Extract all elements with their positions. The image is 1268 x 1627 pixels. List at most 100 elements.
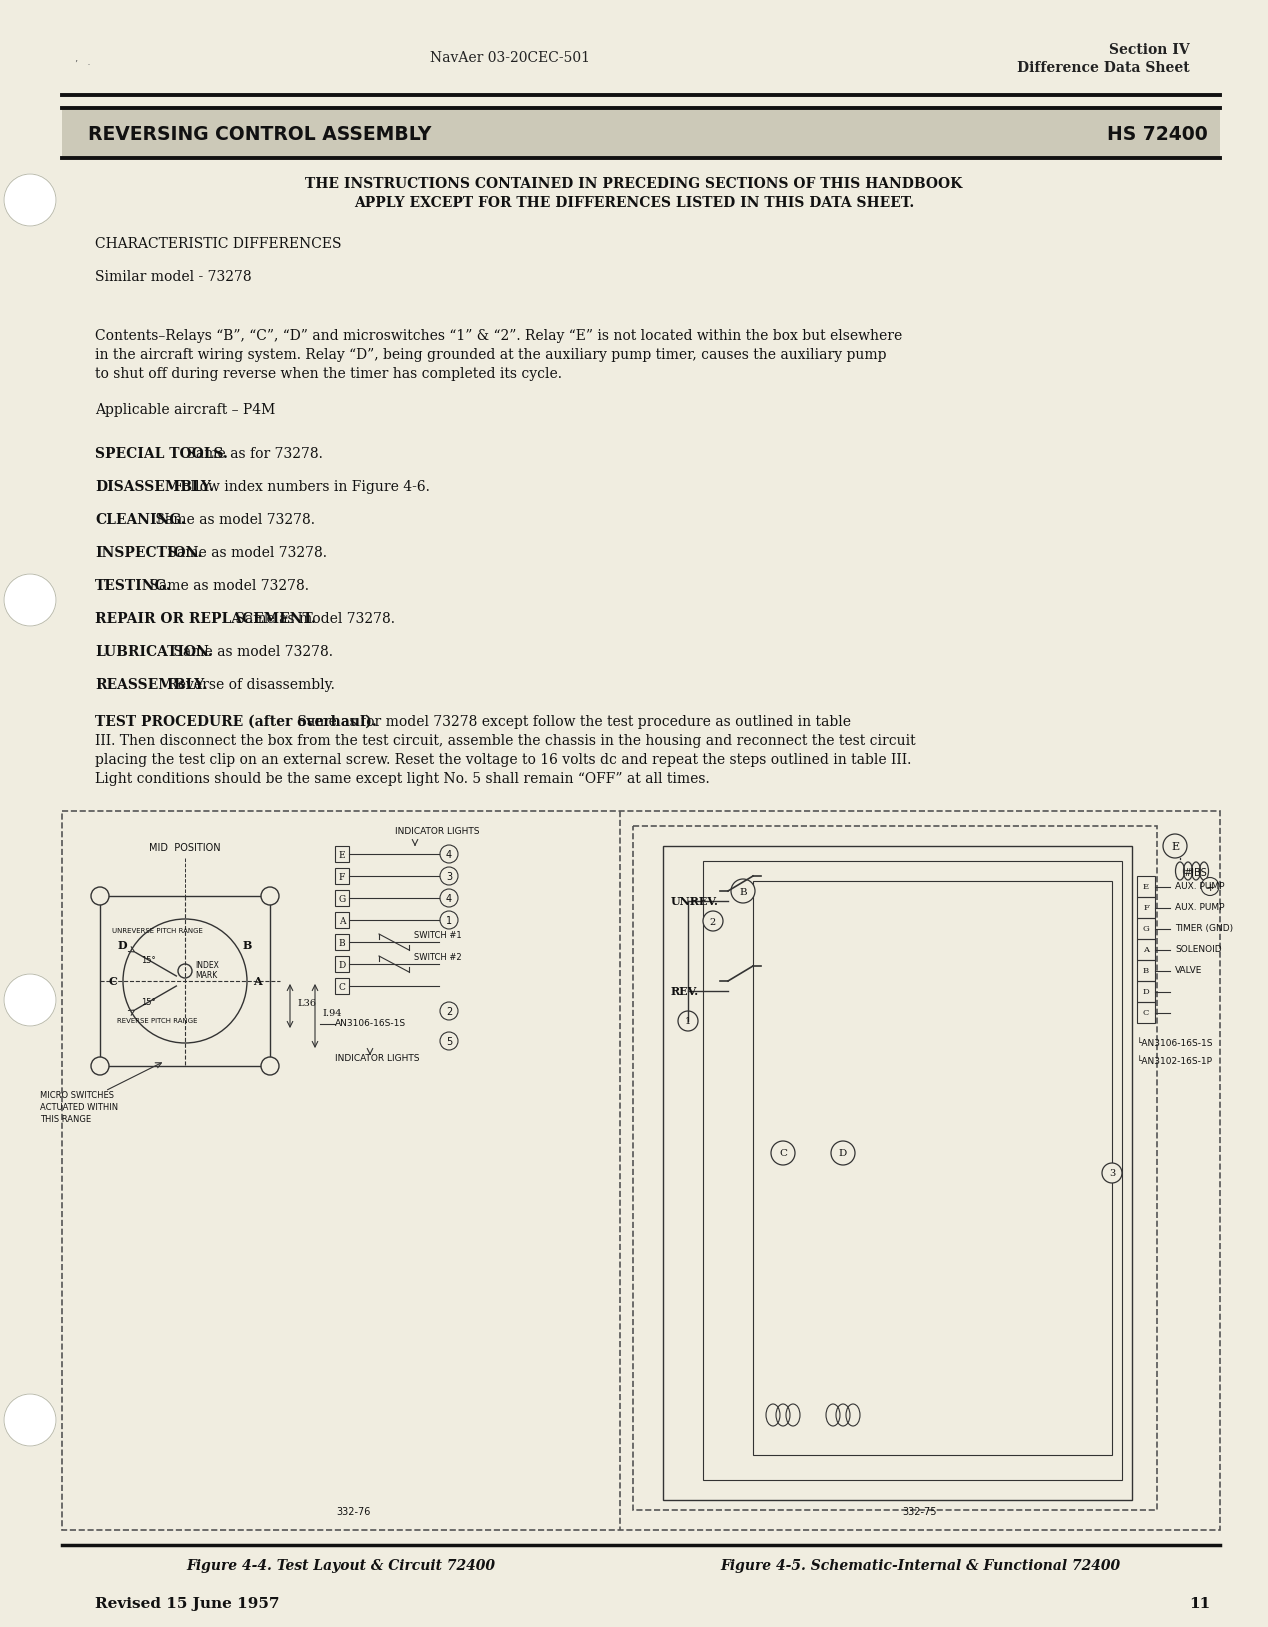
- Text: MID  POSITION: MID POSITION: [150, 843, 221, 853]
- Circle shape: [261, 887, 279, 905]
- Text: 2: 2: [446, 1007, 453, 1017]
- Text: Light conditions should be the same except light No. 5 shall remain “OFF” at all: Light conditions should be the same exce…: [95, 771, 710, 786]
- Bar: [1137, 1002, 1155, 1023]
- Text: to shut off during reverse when the timer has completed its cycle.: to shut off during reverse when the time…: [95, 368, 562, 381]
- Text: 2: 2: [710, 918, 716, 926]
- Circle shape: [4, 975, 56, 1027]
- Text: 3: 3: [1110, 1170, 1115, 1178]
- Bar: [1137, 960, 1155, 981]
- Bar: [335, 846, 349, 862]
- Text: AUX. PUMP: AUX. PUMP: [1175, 903, 1225, 913]
- Circle shape: [91, 887, 109, 905]
- Circle shape: [261, 1058, 279, 1075]
- Text: MICRO SWITCHES: MICRO SWITCHES: [41, 1092, 114, 1100]
- Text: 15°: 15°: [141, 997, 156, 1007]
- Circle shape: [440, 911, 458, 929]
- Bar: [62, 810, 1220, 1529]
- Text: E: E: [339, 851, 345, 859]
- Text: C: C: [339, 983, 345, 991]
- Bar: [335, 913, 349, 927]
- Text: APPLY EXCEPT FOR THE DIFFERENCES LISTED IN THIS DATA SHEET.: APPLY EXCEPT FOR THE DIFFERENCES LISTED …: [354, 195, 914, 210]
- Circle shape: [440, 1002, 458, 1020]
- Text: Difference Data Sheet: Difference Data Sheet: [1017, 60, 1189, 75]
- Text: 3: 3: [446, 872, 453, 882]
- Text: D: D: [339, 960, 346, 970]
- Text: Same as model 73278.: Same as model 73278.: [170, 644, 333, 659]
- Circle shape: [678, 1010, 697, 1032]
- Text: HS 72400: HS 72400: [1107, 125, 1208, 145]
- Text: A: A: [1142, 945, 1149, 953]
- Text: INSPECTION.: INSPECTION.: [95, 547, 203, 560]
- Text: TEST PROCEDURE (after overhaul).: TEST PROCEDURE (after overhaul).: [95, 714, 377, 729]
- Bar: [335, 978, 349, 994]
- Text: SOLENOID: SOLENOID: [1175, 945, 1221, 953]
- Text: UNREVERSE PITCH RANGE: UNREVERSE PITCH RANGE: [112, 927, 203, 934]
- Text: REPAIR OR REPLACEMENT.: REPAIR OR REPLACEMENT.: [95, 612, 316, 626]
- Text: F: F: [1142, 903, 1149, 911]
- Text: CHARACTERISTIC DIFFERENCES: CHARACTERISTIC DIFFERENCES: [95, 238, 341, 251]
- Circle shape: [771, 1141, 795, 1165]
- Text: Similar model - 73278: Similar model - 73278: [95, 270, 251, 285]
- Text: Figure 4-4. Test Layout & Circuit 72400: Figure 4-4. Test Layout & Circuit 72400: [186, 1559, 496, 1573]
- Bar: [702, 861, 1122, 1481]
- Text: D: D: [118, 939, 128, 950]
- Text: Reverse of disassembly.: Reverse of disassembly.: [164, 678, 335, 691]
- Circle shape: [440, 1032, 458, 1049]
- Text: Same as model 73278.: Same as model 73278.: [231, 612, 396, 626]
- Text: Figure 4-5. Schematic-Internal & Functional 72400: Figure 4-5. Schematic-Internal & Functio…: [720, 1559, 1120, 1573]
- Text: 5: 5: [446, 1036, 453, 1048]
- Text: Same as model 73278.: Same as model 73278.: [145, 579, 308, 592]
- Text: I.94: I.94: [322, 1009, 341, 1019]
- Text: B: B: [339, 939, 345, 947]
- Circle shape: [440, 888, 458, 906]
- Circle shape: [4, 574, 56, 626]
- Text: NavAer 03-20CEC-501: NavAer 03-20CEC-501: [430, 50, 590, 65]
- Bar: [335, 957, 349, 971]
- Text: A: A: [339, 916, 345, 926]
- Text: DISASSEMBLY.: DISASSEMBLY.: [95, 480, 214, 495]
- Text: Same as model 73278.: Same as model 73278.: [151, 513, 314, 527]
- Text: TESTING.: TESTING.: [95, 579, 171, 592]
- Text: 332-76: 332-76: [336, 1507, 370, 1516]
- Circle shape: [831, 1141, 855, 1165]
- Text: THIS RANGE: THIS RANGE: [41, 1114, 91, 1124]
- Text: 15°: 15°: [141, 955, 156, 965]
- Text: TIMER (GND): TIMER (GND): [1175, 924, 1232, 932]
- Circle shape: [1201, 877, 1219, 895]
- Text: B: B: [1142, 966, 1149, 975]
- Text: 4: 4: [446, 849, 453, 861]
- Text: B: B: [242, 939, 252, 950]
- Bar: [1137, 918, 1155, 939]
- Bar: [335, 934, 349, 950]
- Text: CLEANING.: CLEANING.: [95, 513, 185, 527]
- Bar: [753, 880, 1112, 1455]
- Text: SWITCH #1: SWITCH #1: [413, 931, 462, 940]
- Text: placing the test clip on an external screw. Reset the voltage to 16 volts dc and: placing the test clip on an external scr…: [95, 753, 912, 766]
- Bar: [1137, 939, 1155, 960]
- Text: REVERSE PITCH RANGE: REVERSE PITCH RANGE: [117, 1019, 198, 1023]
- Circle shape: [4, 174, 56, 226]
- Text: ’   ·: ’ ·: [75, 60, 90, 70]
- Text: #IBS: #IBS: [1183, 867, 1207, 879]
- Text: 1: 1: [685, 1017, 691, 1027]
- Text: UNREV.: UNREV.: [671, 895, 719, 906]
- Text: Follow index numbers in Figure 4-6.: Follow index numbers in Figure 4-6.: [170, 480, 430, 495]
- Bar: [62, 107, 1220, 158]
- Text: D: D: [839, 1150, 847, 1158]
- Text: Contents–Relays “B”, “C”, “D” and microswitches “1” & “2”. Relay “E” is not loca: Contents–Relays “B”, “C”, “D” and micros…: [95, 329, 903, 343]
- Text: ACTUATED WITHIN: ACTUATED WITHIN: [41, 1103, 118, 1111]
- Circle shape: [1102, 1163, 1122, 1183]
- Text: REASSEMBLY.: REASSEMBLY.: [95, 678, 208, 691]
- Text: └AN3102-16S-1P: └AN3102-16S-1P: [1137, 1058, 1213, 1066]
- Text: INDICATOR LIGHTS: INDICATOR LIGHTS: [335, 1054, 420, 1062]
- Text: A: A: [252, 976, 261, 986]
- Text: +: +: [1206, 882, 1215, 893]
- Circle shape: [91, 1058, 109, 1075]
- Text: 4: 4: [446, 893, 453, 905]
- Bar: [335, 867, 349, 883]
- Text: AUX. PUMP: AUX. PUMP: [1175, 882, 1225, 892]
- Text: C: C: [1142, 1009, 1149, 1017]
- Text: Section IV: Section IV: [1110, 42, 1189, 57]
- Text: 1: 1: [446, 916, 453, 926]
- Text: AN3106-16S-1S: AN3106-16S-1S: [335, 1019, 406, 1028]
